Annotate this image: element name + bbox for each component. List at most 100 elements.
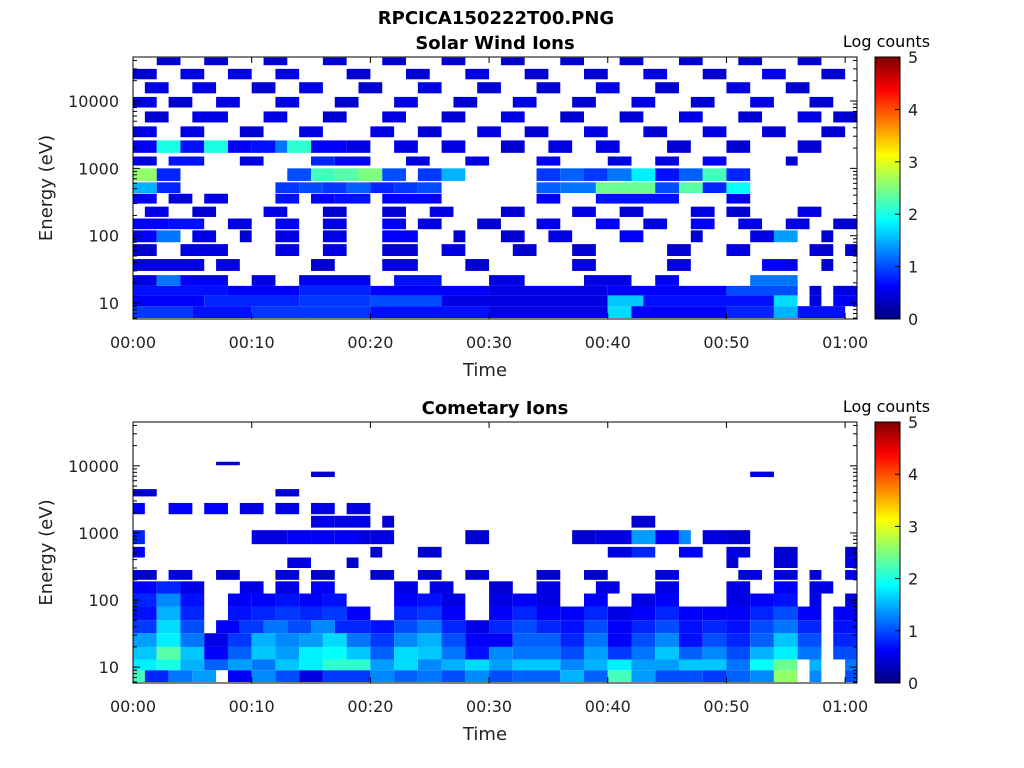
heatmap-cell	[845, 557, 857, 569]
heatmap-cell	[370, 633, 395, 647]
heatmap-cell	[690, 230, 703, 243]
heatmap-cell	[334, 620, 371, 634]
heatmap-cell	[797, 57, 822, 66]
colorbar-tick-label: 4	[908, 465, 918, 484]
heatmap-cell	[833, 218, 857, 230]
heatmap-cell	[394, 606, 418, 621]
heatmap-cell	[299, 182, 323, 194]
heatmap-cell	[702, 670, 727, 683]
heatmap-cell	[643, 68, 668, 80]
heatmap-cell	[595, 182, 632, 194]
heatmap-cell	[809, 244, 834, 256]
heatmap-cell	[156, 633, 181, 647]
heatmap-cell	[750, 96, 774, 108]
heatmap-cell	[584, 620, 608, 634]
heatmap-cell	[833, 620, 857, 634]
heatmap-cell	[631, 633, 656, 647]
heatmap-cell	[311, 168, 335, 181]
x-tick-label: 00:30	[466, 333, 512, 352]
heatmap-cell	[382, 218, 406, 230]
heatmap-cell	[465, 530, 490, 545]
heatmap-cell	[750, 646, 774, 660]
heatmap-cell	[512, 633, 561, 647]
heatmap-cell	[607, 606, 632, 621]
heatmap-cell	[560, 168, 585, 181]
heatmap-cell	[441, 295, 608, 307]
heatmap-cell	[441, 111, 466, 123]
heatmap-cell	[204, 57, 228, 66]
heatmap-cell	[572, 244, 596, 256]
heatmap-cell	[773, 306, 798, 319]
heatmap-cell	[631, 182, 656, 194]
heatmap-cell	[631, 306, 727, 319]
y-tick-label: 100	[88, 227, 119, 246]
heatmap-cell	[500, 111, 525, 123]
heatmap-cell	[133, 295, 205, 307]
heatmap-cell	[311, 581, 335, 594]
heatmap-cell	[607, 620, 632, 634]
heatmap-cell	[322, 606, 347, 621]
heatmap-cell	[678, 633, 703, 647]
heatmap-cell	[797, 633, 822, 647]
heatmap-cell	[133, 68, 157, 80]
heatmap-cell	[263, 57, 288, 66]
heatmap-cell	[204, 140, 228, 153]
heatmap-cell	[311, 193, 335, 204]
heatmap-cell	[382, 206, 406, 217]
heatmap-cell	[227, 68, 252, 80]
heatmap-cell	[192, 82, 217, 94]
heatmap-cell	[631, 96, 656, 108]
heatmap-cell	[251, 659, 276, 671]
heatmap-cell	[441, 140, 466, 153]
heatmap-cell	[299, 285, 371, 296]
heatmap-cell	[180, 646, 205, 660]
heatmap-cell	[678, 620, 703, 634]
heatmap-cell	[726, 206, 751, 217]
heatmap-cell	[773, 606, 798, 621]
heatmap-cell	[631, 606, 656, 621]
heatmap-cell	[275, 502, 300, 515]
heatmap-cell	[299, 606, 323, 621]
heatmap-cell	[797, 620, 822, 634]
heatmap-cell	[560, 646, 585, 660]
heatmap-cell	[702, 620, 727, 634]
heatmap-cell	[180, 126, 205, 138]
heatmap-cell	[809, 581, 834, 594]
heatmap-cell	[702, 182, 727, 194]
heatmap-cell	[678, 57, 703, 66]
heatmap-cell	[346, 68, 371, 80]
heatmap-cell	[144, 82, 169, 94]
heatmap-cell	[809, 670, 822, 683]
heatmap-cell	[643, 218, 668, 230]
heatmap-cell	[512, 659, 561, 671]
heatmap-cell	[251, 670, 276, 683]
heatmap-cell	[133, 140, 157, 153]
heatmap-cell	[655, 581, 679, 594]
heatmap-cell	[678, 168, 703, 181]
heatmap-cell	[227, 633, 252, 647]
heatmap-cell	[465, 646, 490, 660]
heatmap-cell	[133, 530, 145, 545]
heatmap-cell	[370, 182, 395, 194]
heatmap-cell	[607, 168, 632, 181]
heatmap-cell	[239, 502, 264, 515]
heatmap-cell	[144, 206, 169, 217]
heatmap-cell	[227, 285, 300, 296]
heatmap-cell	[785, 156, 798, 166]
heatmap-cell	[156, 182, 181, 194]
heatmap-cell	[370, 295, 442, 307]
heatmap-cell	[133, 230, 157, 243]
heatmap-cell	[382, 168, 406, 181]
heatmap-cell	[631, 193, 679, 204]
heatmap-cell	[512, 244, 537, 256]
heatmap-cell	[275, 230, 300, 243]
heatmap-cell	[512, 606, 537, 621]
heatmap-cell	[311, 471, 335, 478]
heatmap-cell	[726, 546, 751, 558]
heatmap-cell	[311, 306, 371, 319]
heatmap-cell	[619, 230, 644, 243]
heatmap-cell	[821, 68, 846, 80]
heatmap-cell	[750, 606, 774, 621]
heatmap-cell	[726, 244, 751, 256]
heatmap-cell	[370, 306, 490, 319]
